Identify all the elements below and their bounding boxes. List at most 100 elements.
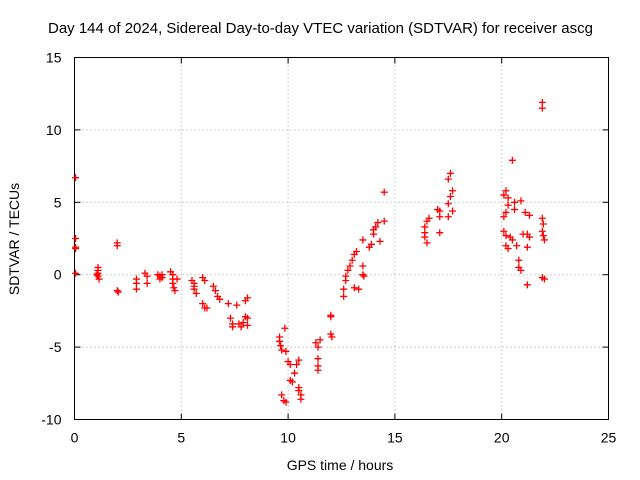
data-point-marker xyxy=(276,337,284,345)
x-tick-label: 15 xyxy=(387,430,403,446)
data-point-marker xyxy=(502,232,510,240)
data-point-marker xyxy=(314,355,322,363)
data-point-marker xyxy=(348,256,356,264)
data-point-marker xyxy=(224,300,232,308)
data-point-marker xyxy=(515,256,523,264)
data-point-marker xyxy=(374,219,382,227)
data-point-marker xyxy=(421,233,429,241)
data-point-marker xyxy=(113,242,121,250)
data-point-marker xyxy=(350,284,358,292)
data-point-marker xyxy=(359,262,367,270)
data-point-marker xyxy=(295,387,303,395)
data-point-marker xyxy=(380,188,388,196)
data-point-marker xyxy=(72,269,80,277)
data-point-marker xyxy=(72,174,80,182)
data-point-marker xyxy=(282,398,290,406)
data-point-marker xyxy=(525,233,533,241)
data-point-marker xyxy=(540,236,548,244)
data-point-marker xyxy=(244,314,252,322)
data-point-marker xyxy=(312,339,320,347)
data-point-marker xyxy=(314,366,322,374)
data-point-marker xyxy=(360,272,368,280)
data-point-marker xyxy=(316,336,324,344)
data-point-marker xyxy=(504,245,512,253)
data-point-marker xyxy=(380,217,388,225)
data-point-marker xyxy=(513,242,521,250)
data-point-marker xyxy=(244,294,252,302)
data-point-marker xyxy=(511,206,519,214)
data-point-marker xyxy=(539,220,547,228)
data-point-marker xyxy=(359,271,367,279)
data-point-marker xyxy=(190,285,198,293)
data-point-marker xyxy=(355,285,363,293)
data-point-marker xyxy=(209,282,217,290)
data-point-marker xyxy=(278,391,286,399)
data-point-marker xyxy=(132,285,140,293)
data-point-marker xyxy=(500,191,508,199)
data-point-marker xyxy=(93,271,101,279)
data-point-marker xyxy=(444,175,452,183)
data-point-marker xyxy=(237,323,245,331)
data-point-marker xyxy=(425,214,433,222)
data-point-marker xyxy=(226,314,234,322)
data-point-marker xyxy=(211,287,219,295)
data-point-marker xyxy=(114,288,122,296)
data-point-marker xyxy=(229,323,237,331)
data-point-marker xyxy=(508,156,516,164)
data-point-marker xyxy=(158,274,166,282)
data-point-marker xyxy=(278,346,286,354)
data-point-marker xyxy=(293,360,301,368)
data-point-marker xyxy=(201,276,209,284)
data-point-marker xyxy=(444,213,452,221)
data-point-marker xyxy=(327,313,335,321)
data-point-marker xyxy=(502,208,510,216)
data-point-marker xyxy=(113,287,121,295)
x-tick-label: 0 xyxy=(71,430,79,446)
data-point-marker xyxy=(359,236,367,244)
data-point-marker xyxy=(192,290,200,298)
data-point-marker xyxy=(511,198,519,206)
data-point-marker xyxy=(95,275,103,283)
data-point-marker xyxy=(199,300,207,308)
data-point-marker xyxy=(508,236,516,244)
data-point-marker xyxy=(233,301,241,309)
y-tick-label: 0 xyxy=(54,267,62,283)
data-point-marker xyxy=(244,321,252,329)
data-point-marker xyxy=(540,275,548,283)
data-point-marker xyxy=(372,223,380,231)
y-tick-label: -10 xyxy=(41,412,61,428)
plot-frame xyxy=(74,57,609,420)
data-point-marker xyxy=(367,240,375,248)
data-point-marker xyxy=(538,214,546,222)
data-point-marker xyxy=(446,193,454,201)
data-point-marker xyxy=(143,279,151,287)
chart-title: Day 144 of 2024, Sidereal Day-to-day VTE… xyxy=(48,20,593,37)
y-tick-label: -5 xyxy=(49,339,62,355)
data-point-marker xyxy=(521,208,529,216)
x-tick-label: 25 xyxy=(601,430,617,446)
data-point-marker xyxy=(171,287,179,295)
data-point-marker xyxy=(295,356,303,364)
data-points xyxy=(72,98,548,406)
y-tick-label: 5 xyxy=(54,194,62,210)
data-point-marker xyxy=(216,295,224,303)
data-point-marker xyxy=(344,266,352,274)
data-point-marker xyxy=(314,343,322,351)
data-point-marker xyxy=(277,342,285,350)
data-point-marker xyxy=(291,369,299,377)
data-point-marker xyxy=(539,232,547,240)
data-point-marker xyxy=(538,104,546,112)
data-point-marker xyxy=(239,318,247,326)
data-point-marker xyxy=(500,227,508,235)
data-point-marker xyxy=(504,201,512,209)
data-point-marker xyxy=(449,207,457,215)
data-point-marker xyxy=(517,266,525,274)
data-point-marker xyxy=(538,227,546,235)
data-point-marker xyxy=(446,169,454,177)
data-point-marker xyxy=(423,239,431,247)
data-point-marker xyxy=(523,243,531,251)
y-axis-label: SDTVAR / TECUs xyxy=(6,183,22,295)
data-point-marker xyxy=(340,292,348,300)
x-tick-label: 5 xyxy=(177,430,185,446)
data-point-marker xyxy=(143,272,151,280)
